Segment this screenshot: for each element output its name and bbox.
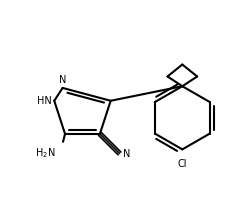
Text: H$_2$N: H$_2$N: [35, 146, 55, 160]
Text: N: N: [59, 75, 66, 85]
Text: N: N: [124, 149, 131, 159]
Text: HN: HN: [37, 96, 51, 106]
Text: Cl: Cl: [178, 159, 187, 169]
